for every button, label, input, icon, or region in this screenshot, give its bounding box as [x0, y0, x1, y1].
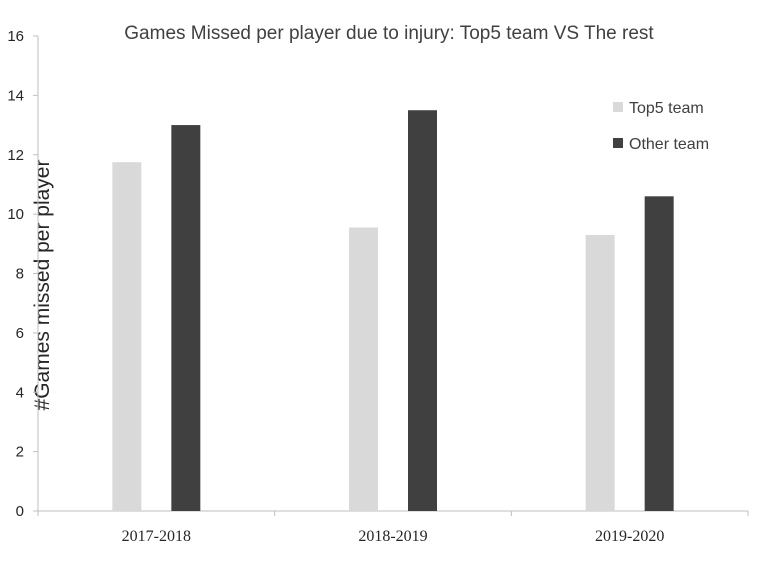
y-tick-label: 10	[7, 206, 24, 223]
y-tick-label: 2	[16, 444, 24, 461]
x-tick-label: 2017-2018	[122, 528, 191, 545]
bar-top5-2017-2018	[112, 162, 142, 511]
bar-other-2017-2018	[171, 125, 201, 511]
y-tick-label: 12	[7, 147, 24, 164]
y-tick-label: 4	[16, 384, 24, 401]
y-axis-label: #Games missed per player	[31, 160, 54, 411]
legend-swatch	[613, 102, 623, 112]
bar-top5-2019-2020	[585, 234, 615, 511]
legend-swatch	[613, 138, 623, 148]
chart-title: Games Missed per player due to injury: T…	[124, 23, 654, 44]
y-tick-label: 8	[16, 266, 24, 283]
y-tick-label: 14	[7, 87, 24, 104]
y-tick-label: 0	[16, 503, 24, 520]
bar-other-2019-2020	[644, 196, 674, 511]
bar-other-2018-2019	[408, 110, 437, 511]
y-tick-label: 6	[16, 325, 24, 342]
y-tick-label: 16	[7, 28, 24, 45]
x-tick-label: 2019-2020	[595, 528, 664, 545]
bar-top5-2018-2019	[349, 227, 378, 511]
legend: Top5 team Other team	[613, 100, 709, 153]
bars	[112, 110, 674, 511]
x-axis: 2017-2018 2018-2019 2019-2020	[37, 510, 749, 545]
y-axis: 0 2 4 6 8 10 12 14 16	[7, 28, 39, 520]
legend-label: Top5 team	[629, 100, 704, 117]
x-tick-label: 2018-2019	[358, 528, 427, 545]
legend-label: Other team	[629, 136, 709, 153]
